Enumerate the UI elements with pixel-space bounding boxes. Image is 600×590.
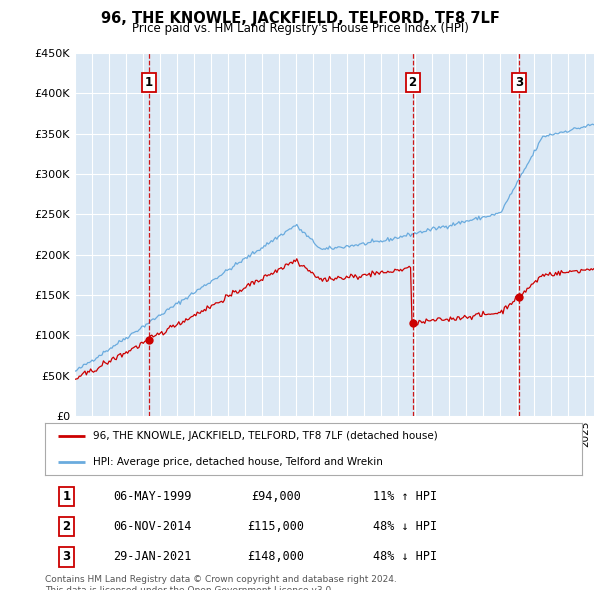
Text: £115,000: £115,000: [247, 520, 304, 533]
Text: 48% ↓ HPI: 48% ↓ HPI: [373, 520, 437, 533]
Text: 3: 3: [515, 76, 523, 89]
Text: 29-JAN-2021: 29-JAN-2021: [113, 550, 191, 563]
Text: HPI: Average price, detached house, Telford and Wrekin: HPI: Average price, detached house, Telf…: [94, 457, 383, 467]
Text: 3: 3: [62, 550, 71, 563]
Text: 96, THE KNOWLE, JACKFIELD, TELFORD, TF8 7LF (detached house): 96, THE KNOWLE, JACKFIELD, TELFORD, TF8 …: [94, 431, 438, 441]
Text: 06-NOV-2014: 06-NOV-2014: [113, 520, 191, 533]
Text: Contains HM Land Registry data © Crown copyright and database right 2024.
This d: Contains HM Land Registry data © Crown c…: [45, 575, 397, 590]
Text: 2: 2: [409, 76, 416, 89]
Text: £148,000: £148,000: [247, 550, 304, 563]
Text: 1: 1: [62, 490, 71, 503]
Text: 11% ↑ HPI: 11% ↑ HPI: [373, 490, 437, 503]
Text: 96, THE KNOWLE, JACKFIELD, TELFORD, TF8 7LF: 96, THE KNOWLE, JACKFIELD, TELFORD, TF8 …: [101, 11, 499, 25]
Text: 1: 1: [145, 76, 153, 89]
Text: 48% ↓ HPI: 48% ↓ HPI: [373, 550, 437, 563]
Text: Price paid vs. HM Land Registry's House Price Index (HPI): Price paid vs. HM Land Registry's House …: [131, 22, 469, 35]
Text: 06-MAY-1999: 06-MAY-1999: [113, 490, 191, 503]
Text: £94,000: £94,000: [251, 490, 301, 503]
Text: 2: 2: [62, 520, 71, 533]
